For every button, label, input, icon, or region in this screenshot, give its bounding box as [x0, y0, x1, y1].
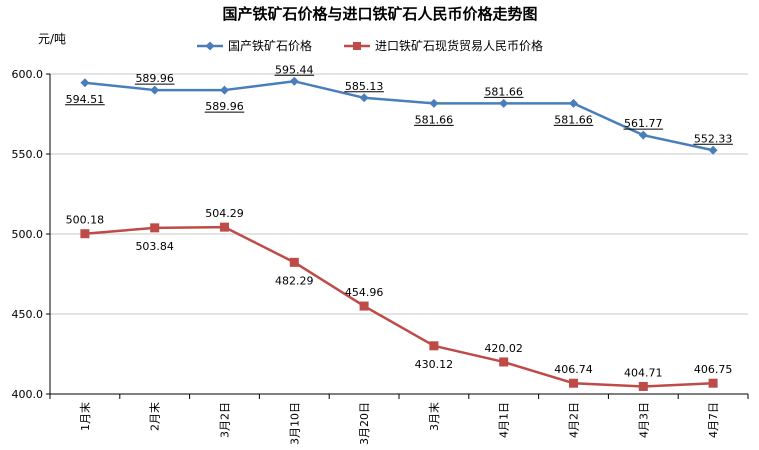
y-tick-label: 500.0 [12, 228, 44, 241]
data-label-domestic: 552.33 [694, 132, 733, 145]
x-tick-label: 3月末 [427, 402, 441, 431]
x-tick-label: 2月末 [148, 402, 162, 431]
y-axis-unit: 元/吨 [38, 32, 66, 46]
data-label-import: 406.74 [554, 363, 593, 376]
y-tick-label: 450.0 [12, 308, 44, 321]
data-label-domestic: 589.96 [205, 100, 244, 113]
data-label-domestic: 581.66 [554, 113, 593, 126]
data-point-domestic [429, 98, 439, 108]
data-label-domestic: 561.77 [624, 117, 663, 130]
x-tick-label: 3月20日 [358, 402, 371, 445]
data-label-import: 404.71 [624, 366, 663, 379]
data-point-import [80, 229, 90, 239]
data-point-domestic [569, 98, 578, 108]
series-line-domestic [84, 80, 714, 152]
data-label-domestic: 581.66 [415, 113, 454, 126]
x-tick-label: 1月末 [78, 402, 92, 431]
data-label-domestic: 595.44 [275, 63, 314, 76]
x-tick-labels: 1月末 2月末 3月2日 3月10日 3月20日 3月末 4月1日 4月2日 4月3日 4月7日 [78, 402, 720, 445]
data-label-domestic: 581.66 [484, 85, 523, 98]
data-label-domestic: 585.13 [345, 80, 384, 93]
data-point-import [359, 301, 369, 311]
x-tick-label: 3月10日 [288, 402, 301, 445]
data-point-import [708, 378, 718, 388]
data-point-domestic [220, 85, 229, 95]
data-point-domestic [638, 130, 648, 140]
series-line-import [84, 225, 714, 388]
data-label-import: 406.75 [694, 363, 733, 376]
axes [46, 73, 749, 399]
data-label-import: 504.29 [205, 207, 244, 220]
y-tick-labels: 600.0 550.0 500.0 450.0 400.0 [12, 68, 44, 401]
legend-marker-domestic [205, 41, 215, 51]
data-label-import: 454.96 [345, 286, 384, 299]
y-tick-label: 400.0 [12, 388, 44, 401]
x-tick-label: 3月2日 [219, 402, 232, 438]
data-label-domestic: 594.51 [66, 93, 105, 106]
legend-label-import: 进口铁矿石现货贸易人民币价格 [375, 38, 543, 53]
data-point-import [499, 357, 509, 367]
y-tick-label: 550.0 [12, 148, 44, 161]
chart-title: 国产铁矿石价格与进口铁矿石人民币价格走势图 [222, 5, 537, 23]
data-point-import [569, 378, 578, 388]
data-point-domestic [80, 78, 90, 88]
legend-label-domestic: 国产铁矿石价格 [228, 38, 312, 53]
data-label-import: 503.84 [135, 240, 174, 253]
series [80, 76, 718, 391]
legend-marker-import [353, 42, 361, 50]
data-point-domestic [359, 93, 369, 103]
data-point-domestic [150, 85, 160, 95]
data-label-domestic: 589.96 [135, 72, 174, 85]
x-tick-label: 4月2日 [568, 402, 581, 438]
data-point-import [638, 381, 648, 391]
x-tick-label: 4月1日 [498, 402, 511, 438]
data-label-import: 500.18 [66, 214, 105, 227]
y-tick-label: 600.0 [12, 68, 44, 81]
data-point-domestic [499, 98, 509, 108]
data-label-import: 430.12 [415, 358, 454, 371]
data-point-import [289, 257, 299, 267]
data-point-import [429, 341, 439, 351]
data-point-import [220, 222, 229, 232]
data-label-import: 482.29 [275, 274, 314, 287]
data-label-import: 420.02 [484, 342, 523, 355]
data-labels: 594.51 589.96 589.96 595.44 585.13 581.66 581.… [65, 63, 733, 379]
gridlines [50, 73, 748, 315]
legend: 国产铁矿石价格 进口铁矿石现货贸易人民币价格 [197, 38, 543, 53]
x-tick-label: 4月7日 [707, 402, 720, 438]
data-point-domestic [289, 76, 299, 86]
x-tick-label: 4月3日 [637, 402, 650, 438]
data-point-import [150, 223, 160, 233]
data-point-domestic [708, 145, 718, 155]
